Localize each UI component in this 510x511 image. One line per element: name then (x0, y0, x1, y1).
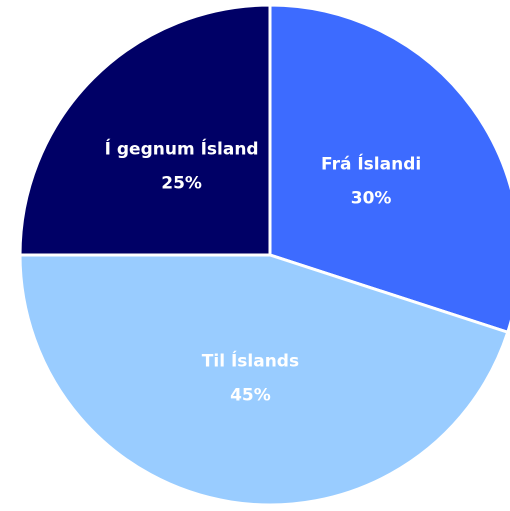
slice-label: Frá Íslandi (321, 153, 421, 175)
pie-slice (268, 3, 510, 335)
slice-value-label: 30% (351, 189, 392, 209)
slice-label: Til Íslands (202, 349, 299, 371)
pie-slice (18, 253, 510, 507)
slice-value-label: 45% (230, 385, 271, 405)
slice-label: Í gegnum Ísland (105, 138, 259, 160)
pie-slice (18, 3, 272, 257)
slice-value-label: 25% (161, 174, 202, 194)
